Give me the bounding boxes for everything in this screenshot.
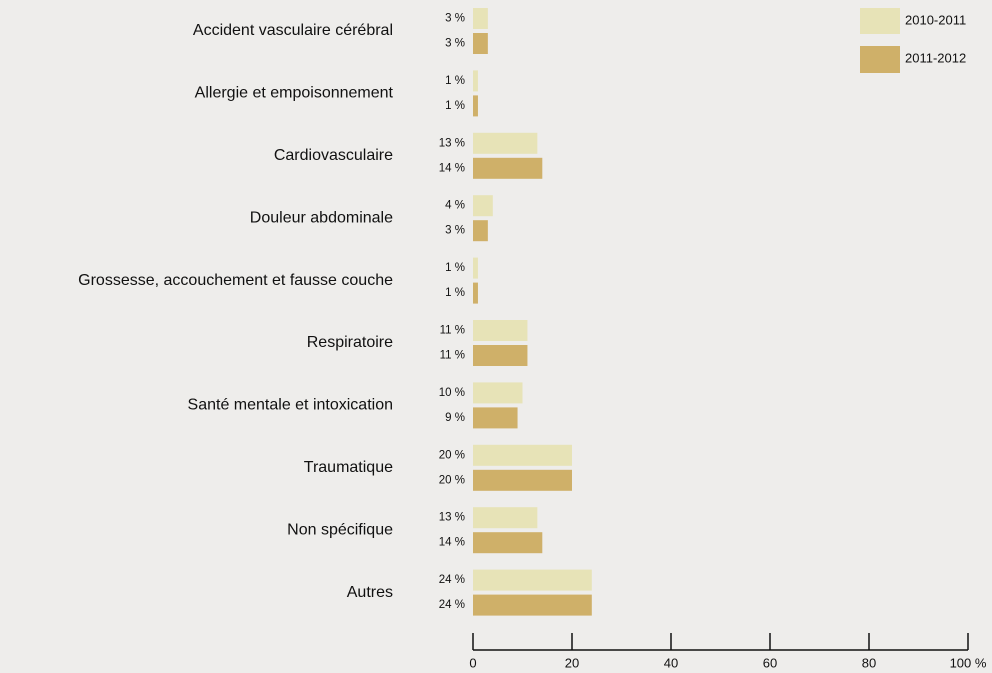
legend-label: 2010-2011 <box>905 12 966 27</box>
bar <box>473 8 488 29</box>
category-label: Cardiovasculaire <box>274 147 393 164</box>
value-label: 3 % <box>445 38 465 50</box>
category-label: Douleur abdominale <box>250 209 393 226</box>
value-label: 24 % <box>439 599 465 611</box>
x-tick-label: 60 <box>763 655 777 670</box>
legend-swatch <box>860 8 900 34</box>
value-label: 11 % <box>440 350 465 362</box>
value-label: 13 % <box>439 512 465 524</box>
bar <box>473 469 572 491</box>
bar <box>473 532 543 554</box>
legend-swatch <box>860 46 900 73</box>
bar <box>473 282 478 304</box>
bar <box>473 157 543 179</box>
value-label: 1 % <box>445 100 465 112</box>
value-label: 14 % <box>439 162 465 174</box>
bar <box>473 444 572 466</box>
bar <box>473 257 478 279</box>
bar <box>473 407 518 429</box>
bar <box>473 195 493 217</box>
x-tick-label: 40 <box>664 655 678 670</box>
bar <box>473 220 488 242</box>
value-label: 10 % <box>439 387 465 399</box>
category-label: Santé mentale et intoxication <box>188 397 393 414</box>
value-label: 20 % <box>439 449 465 461</box>
value-label: 20 % <box>439 474 465 486</box>
category-label: Allergie et empoisonnement <box>195 85 394 102</box>
value-label: 3 % <box>445 225 465 237</box>
bar <box>473 320 528 341</box>
bar <box>473 507 538 529</box>
value-label: 9 % <box>445 412 465 424</box>
category-label: Accident vasculaire cérébral <box>193 22 393 39</box>
value-label: 1 % <box>445 75 465 87</box>
category-label: Autres <box>347 584 393 601</box>
value-label: 13 % <box>439 137 465 149</box>
x-tick-label: 100 % <box>950 655 987 670</box>
value-label: 1 % <box>445 262 465 274</box>
bar <box>473 95 478 117</box>
category-label: Non spécifique <box>287 521 393 538</box>
value-label: 11 % <box>440 325 465 337</box>
bar <box>473 382 523 404</box>
legend-label: 2011-2012 <box>905 50 966 65</box>
value-label: 24 % <box>439 574 465 586</box>
bar <box>473 594 592 616</box>
category-label: Respiratoire <box>307 334 393 351</box>
bar <box>473 569 592 591</box>
bar <box>473 132 538 154</box>
value-label: 14 % <box>439 537 465 549</box>
value-label: 1 % <box>445 287 465 299</box>
bar <box>473 345 528 366</box>
bar <box>473 70 478 92</box>
x-tick-label: 80 <box>862 655 876 670</box>
x-tick-label: 20 <box>565 655 579 670</box>
x-tick-label: 0 <box>469 655 476 670</box>
category-label: Grossesse, accouchement et fausse couche <box>78 272 393 289</box>
value-label: 3 % <box>445 13 465 25</box>
value-label: 4 % <box>445 200 465 212</box>
category-label: Traumatique <box>304 459 393 476</box>
bar <box>473 33 488 54</box>
